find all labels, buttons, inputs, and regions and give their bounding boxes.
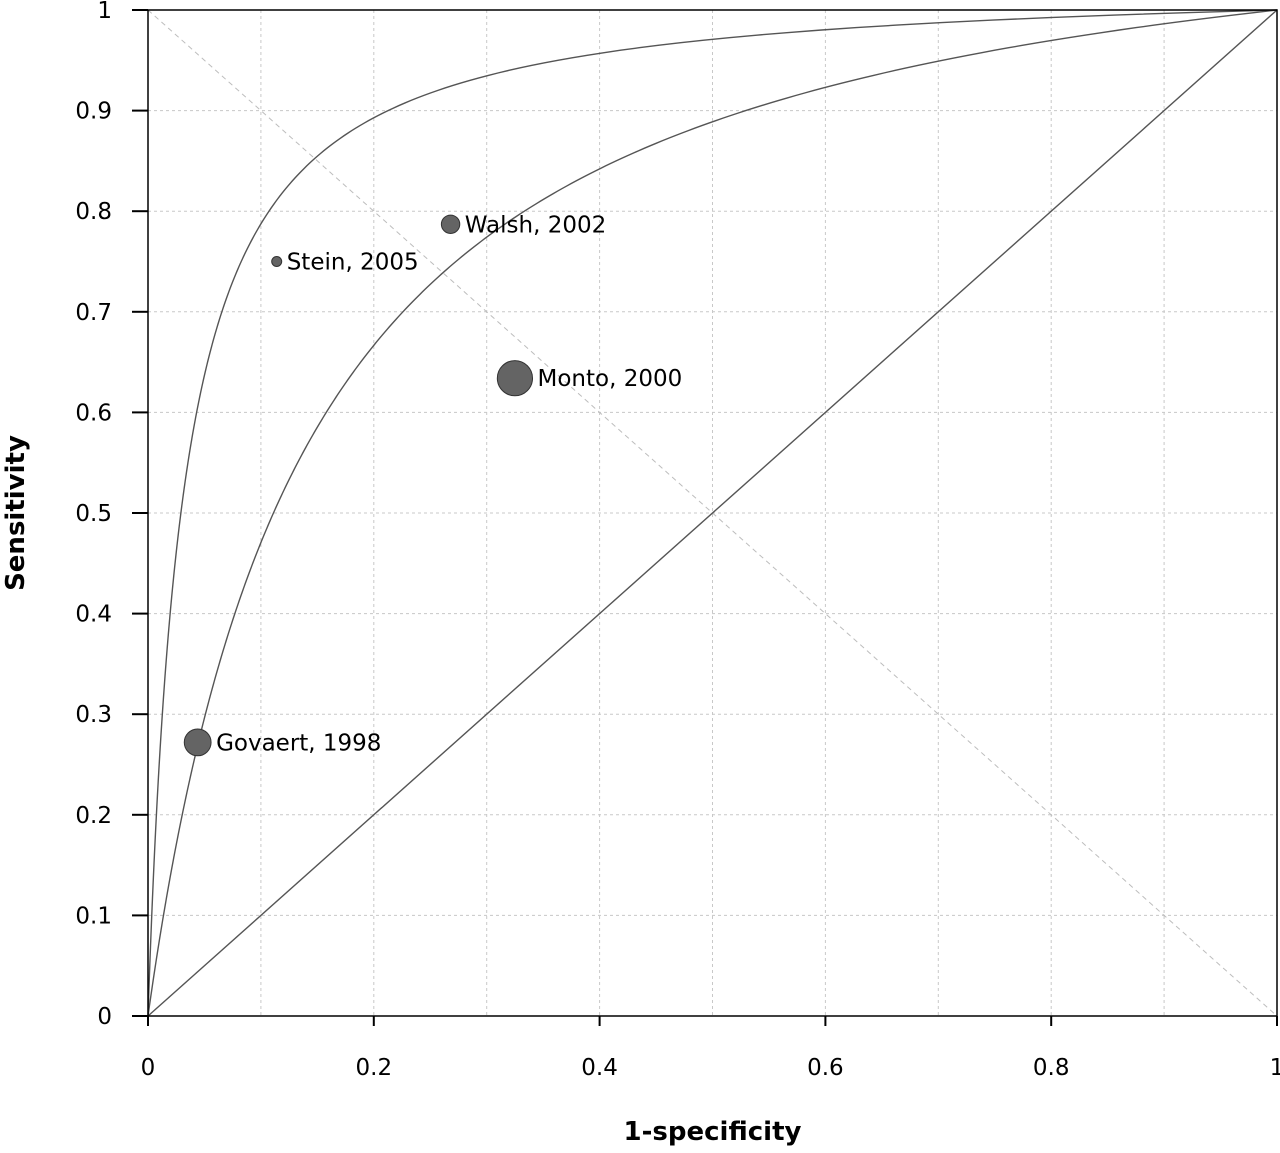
y-axis-title: Sensitivity (1, 435, 31, 591)
point-label: Govaert, 1998 (216, 730, 381, 756)
sroc-curve-2 (147, 9, 1278, 1017)
y-tick-label: 0.5 (75, 501, 112, 527)
x-tick-label: 0.4 (581, 1055, 618, 1081)
data-point (271, 256, 283, 267)
y-tick-label: 0.3 (75, 702, 112, 728)
x-tick-label: 0.2 (356, 1055, 393, 1081)
data-point (496, 360, 534, 397)
point-label: Walsh, 2002 (465, 212, 606, 238)
curves (147, 9, 1278, 1017)
y-tick-label: 1 (97, 0, 112, 24)
y-tick-label: 0.8 (75, 199, 112, 225)
x-tick-label: 0 (141, 1055, 156, 1081)
sroc-curve-3 (147, 9, 1278, 1017)
y-tick-label: 0.6 (75, 400, 112, 426)
y-tick-label: 0.9 (75, 99, 112, 125)
data-point (183, 728, 212, 757)
data-point (440, 214, 461, 234)
y-tick-label: 0.2 (75, 803, 112, 829)
x-tick-label: 0.6 (807, 1055, 844, 1081)
data-points: Govaert, 1998 Stein, 2005 Walsh, 2002 Monto… (183, 212, 683, 757)
y-tick-label: 0.7 (75, 300, 112, 326)
x-tick-label: 0.8 (1033, 1055, 1070, 1081)
point-label: Stein, 2005 (287, 250, 419, 276)
x-axis-title: 1-specificity (624, 1117, 802, 1147)
point-label: Monto, 2000 (538, 366, 683, 392)
y-tick-label: 0.1 (75, 903, 112, 929)
sroc-curve-1 (147, 9, 1278, 1017)
y-tick-label: 0.4 (75, 602, 112, 628)
axes: 0 0.2 0.4 0.6 0.8 1 0 0.1 0.2 0.3 0.4 0.5 0.6 0.7 0.8 0… (75, 0, 1280, 1081)
y-tick-label: 0 (97, 1004, 112, 1030)
x-tick-label: 1 (1270, 1055, 1280, 1081)
